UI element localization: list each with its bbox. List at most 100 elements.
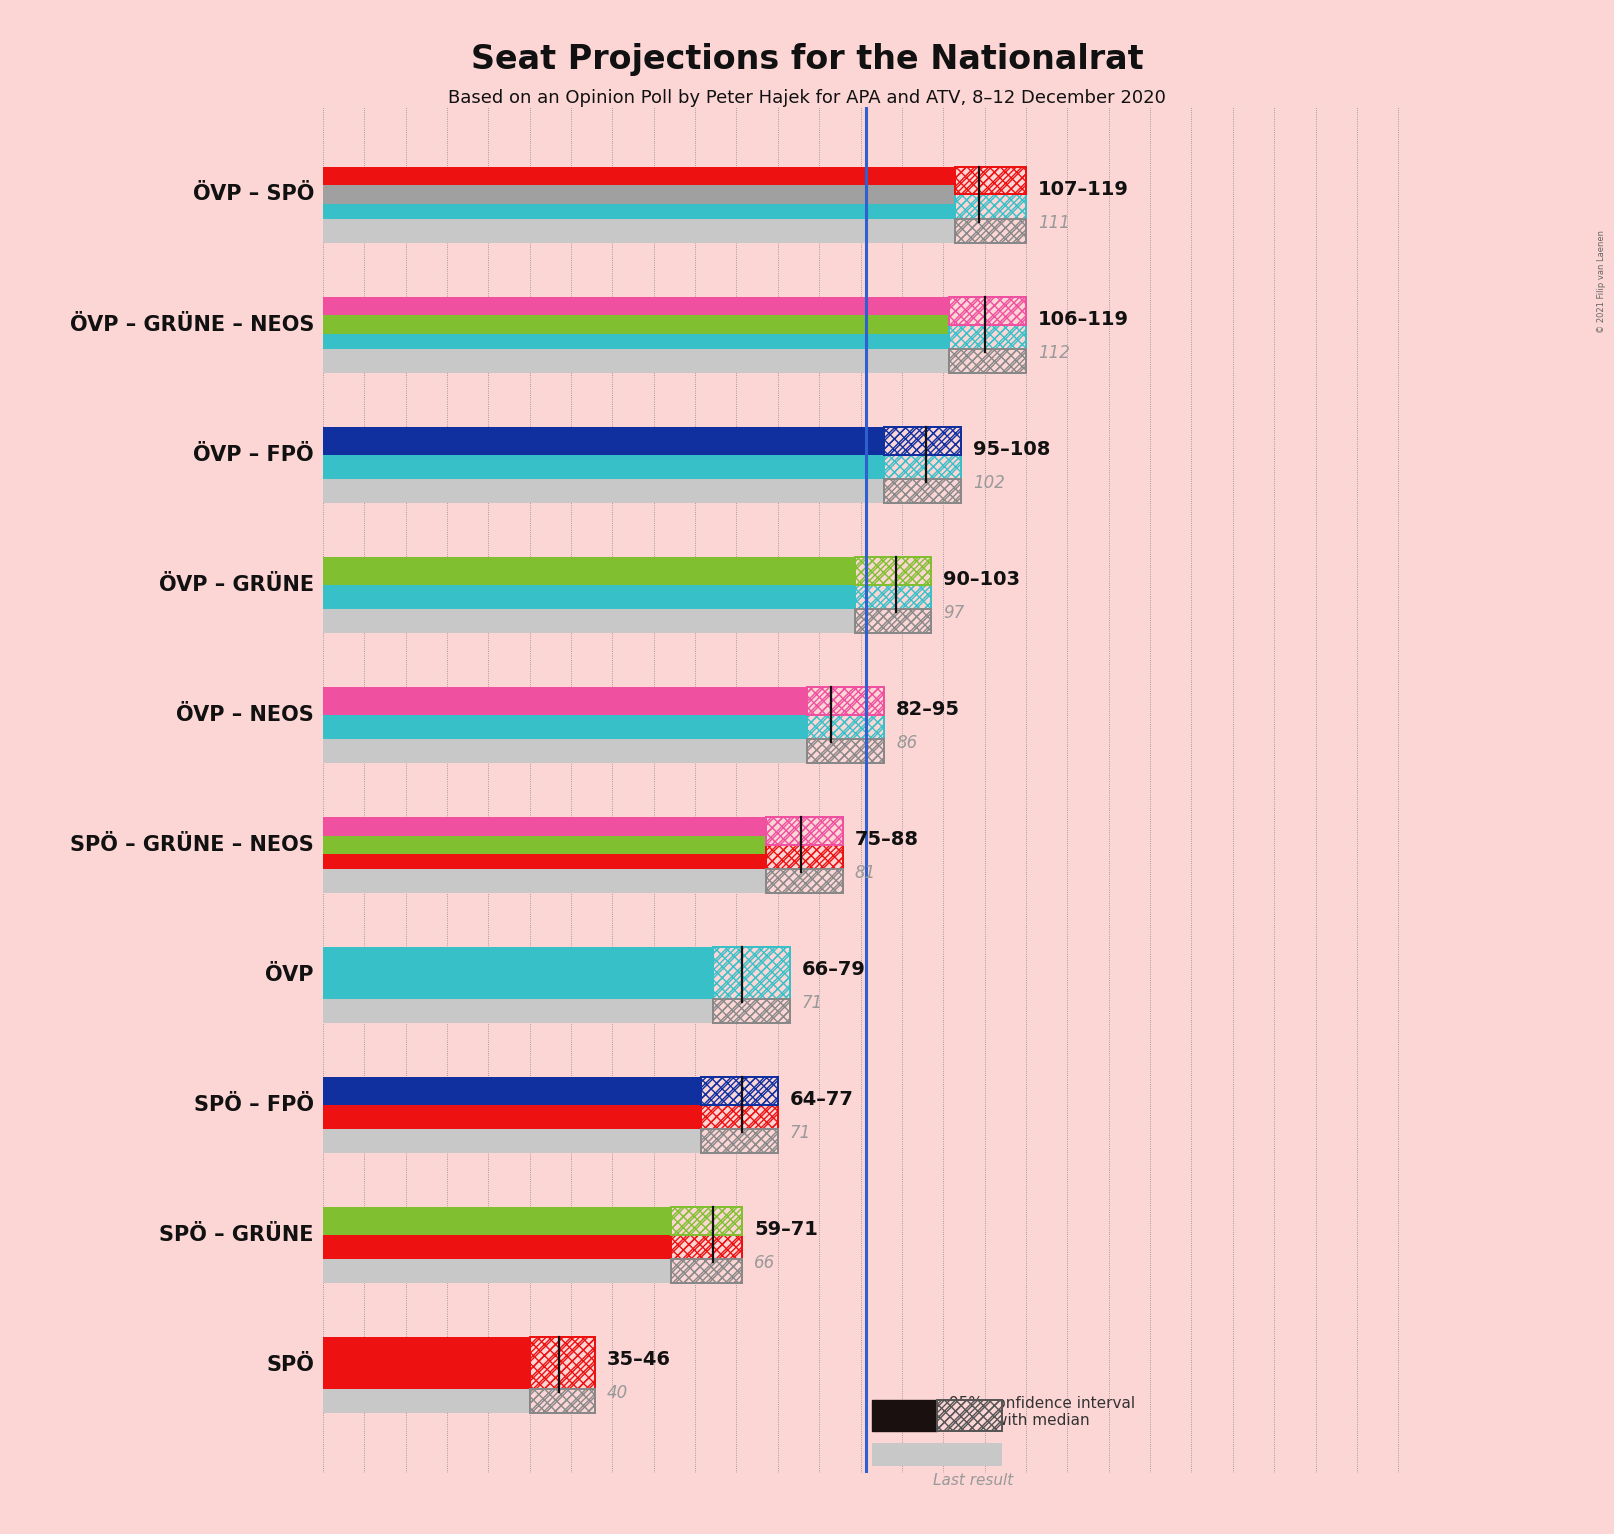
Bar (949, 350, 1027, 373)
Bar (949, 350, 1027, 373)
Bar (807, 687, 884, 715)
Bar (949, 298, 1027, 325)
Bar (323, 818, 802, 836)
Bar (713, 948, 789, 1002)
Bar (671, 1259, 742, 1282)
Bar (855, 584, 931, 612)
Bar (884, 454, 960, 482)
Text: 75–88: 75–88 (855, 830, 918, 848)
Text: ÖVP – GRÜNE: ÖVP – GRÜNE (158, 575, 315, 595)
Text: 82–95: 82–95 (896, 700, 960, 719)
Bar (807, 715, 884, 742)
Bar (713, 999, 789, 1023)
Bar (323, 204, 978, 222)
Text: Based on an Opinion Poll by Peter Hajek for APA and ATV, 8–12 December 2020: Based on an Opinion Poll by Peter Hajek … (449, 89, 1165, 107)
Bar (949, 325, 1027, 351)
Bar (855, 557, 931, 584)
Text: SPÖ: SPÖ (266, 1355, 315, 1374)
Bar (949, 298, 1027, 325)
Bar (323, 854, 802, 871)
Bar (938, 1401, 1002, 1431)
Bar (671, 1235, 742, 1262)
Text: © 2021 Filip van Laenen: © 2021 Filip van Laenen (1596, 230, 1606, 333)
Bar (955, 167, 1027, 195)
Bar (955, 219, 1027, 242)
Bar (323, 167, 978, 186)
Bar (323, 687, 831, 715)
Bar (323, 1235, 713, 1262)
Bar (713, 948, 789, 1002)
Text: ÖVP – GRÜNE – NEOS: ÖVP – GRÜNE – NEOS (69, 314, 315, 334)
Bar (855, 557, 931, 584)
Bar (529, 1390, 594, 1413)
Text: 106–119: 106–119 (1038, 310, 1128, 328)
Bar (884, 479, 960, 503)
Text: ÖVP – SPÖ: ÖVP – SPÖ (192, 184, 315, 204)
Text: ÖVP – NEOS: ÖVP – NEOS (176, 704, 315, 724)
Text: 102: 102 (973, 474, 1004, 492)
Text: 81: 81 (855, 864, 876, 882)
Text: 59–71: 59–71 (754, 1220, 818, 1239)
Text: 111: 111 (1038, 215, 1070, 232)
Bar (767, 870, 843, 893)
Bar (323, 1077, 742, 1104)
Text: 71: 71 (789, 1124, 810, 1143)
Bar (323, 1338, 558, 1391)
Bar (323, 333, 985, 351)
Text: SPÖ – FPÖ: SPÖ – FPÖ (194, 1095, 315, 1115)
Bar (955, 167, 1027, 195)
Bar (700, 1104, 778, 1132)
Text: 107–119: 107–119 (1038, 179, 1128, 199)
Bar (323, 1390, 558, 1413)
Bar (323, 1259, 713, 1282)
Bar (700, 1129, 778, 1152)
Bar (323, 836, 802, 854)
Text: 64–77: 64–77 (789, 1091, 854, 1109)
Text: SPÖ – GRÜNE: SPÖ – GRÜNE (160, 1224, 315, 1244)
Bar (767, 845, 843, 871)
Bar (671, 1207, 742, 1235)
Bar (323, 999, 742, 1023)
Text: 95–108: 95–108 (973, 440, 1051, 459)
Text: Last result: Last result (933, 1473, 1014, 1488)
Text: 66–79: 66–79 (802, 960, 865, 979)
Bar (884, 479, 960, 503)
Text: 40: 40 (607, 1384, 628, 1402)
Bar (807, 715, 884, 742)
Text: Seat Projections for the Nationalrat: Seat Projections for the Nationalrat (471, 43, 1143, 77)
Bar (700, 1129, 778, 1152)
Bar (955, 195, 1027, 222)
Bar (884, 428, 960, 454)
Bar (323, 350, 985, 373)
Text: 66: 66 (754, 1255, 775, 1272)
Text: 90–103: 90–103 (943, 569, 1020, 589)
Bar (323, 1207, 713, 1235)
Bar (323, 870, 802, 893)
Bar (872, 1443, 1002, 1467)
Bar (671, 1259, 742, 1282)
Bar (767, 818, 843, 845)
Text: SPÖ – GRÜNE – NEOS: SPÖ – GRÜNE – NEOS (69, 834, 315, 854)
Bar (700, 1077, 778, 1104)
Bar (767, 870, 843, 893)
Bar (323, 715, 831, 742)
Text: 86: 86 (896, 735, 917, 752)
Bar (767, 845, 843, 871)
Bar (323, 557, 896, 584)
Bar (671, 1207, 742, 1235)
Bar (323, 428, 925, 454)
Text: ÖVP: ÖVP (265, 965, 315, 985)
Bar (855, 609, 931, 632)
Bar (955, 219, 1027, 242)
Bar (323, 609, 896, 632)
Bar (767, 818, 843, 845)
Text: 71: 71 (802, 994, 823, 1012)
Bar (323, 219, 978, 242)
Bar (323, 948, 742, 1002)
Bar (884, 454, 960, 482)
Bar (713, 999, 789, 1023)
Text: 35–46: 35–46 (607, 1350, 670, 1368)
Text: 95% confidence interval
with median: 95% confidence interval with median (949, 1396, 1135, 1428)
Bar (323, 454, 925, 482)
Bar (700, 1104, 778, 1132)
